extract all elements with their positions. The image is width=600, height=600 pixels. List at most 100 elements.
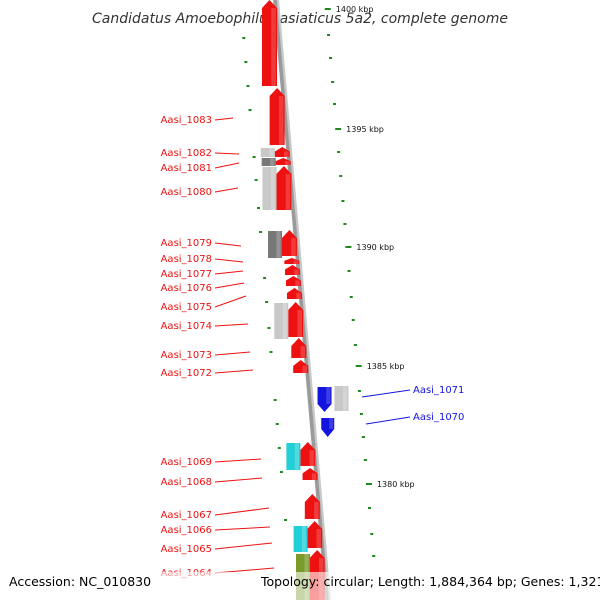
leader-left-7 (214, 282, 245, 289)
left-block-1 (261, 158, 276, 166)
leader-left-6 (214, 270, 244, 275)
left-block-1-shade (270, 158, 275, 166)
kbp-label-2: 1390 kbp (356, 243, 394, 252)
leader-left-14 (214, 507, 270, 516)
leader-right-0 (361, 389, 411, 398)
red-gene-7 (284, 265, 300, 275)
red-gene-4-shade (285, 174, 291, 210)
right-block-0 (334, 386, 349, 411)
gene-features (260, 0, 349, 600)
red-gene-14-shade (311, 473, 317, 480)
leader-left-2 (214, 162, 240, 169)
kbp-label-1: 1395 kbp (346, 125, 384, 134)
gene-label-left-10: Aasi_1073 (161, 350, 212, 361)
blue-gene-0 (317, 387, 332, 412)
red-gene-16 (307, 521, 323, 548)
leader-left-5 (214, 258, 244, 263)
leader-left-8 (214, 295, 247, 308)
red-gene-10 (288, 302, 304, 337)
gene-label-left-16: Aasi_1065 (161, 544, 212, 555)
gene-label-left-0: Aasi_1083 (161, 115, 212, 126)
gene-label-left-9: Aasi_1074 (161, 321, 212, 332)
gene-label-left-15: Aasi_1066 (161, 525, 212, 536)
red-gene-16-shade (316, 529, 321, 548)
genome-axis (273, 0, 331, 600)
leader-left-13 (214, 477, 263, 483)
red-gene-12-shade (302, 365, 307, 373)
red-gene-5-shade (291, 238, 296, 256)
gene-label-left-3: Aasi_1080 (161, 187, 212, 198)
left-block-4-shade (282, 303, 287, 339)
leader-left-10 (214, 351, 251, 356)
gene-label-left-5: Aasi_1078 (161, 254, 212, 265)
red-gene-2 (274, 147, 290, 157)
red-gene-11-shade (300, 346, 306, 358)
left-block-2-shade (270, 167, 276, 210)
red-gene-10-shade (297, 310, 302, 337)
gene-label-left-13: Aasi_1068 (161, 477, 212, 488)
left-block-0-shade (269, 148, 274, 157)
gene-label-left-12: Aasi_1069 (161, 457, 212, 468)
red-gene-1-shade (278, 96, 284, 145)
tick-marks (242, 8, 376, 557)
gene-label-left-6: Aasi_1077 (161, 269, 212, 280)
gene-labels: Aasi_1083 Aasi_1082 Aasi_1081 Aasi_1080 Aasi… (161, 115, 465, 579)
red-gene-9 (286, 288, 302, 299)
leader-left-11 (214, 369, 254, 374)
red-gene-6 (284, 258, 300, 264)
left-block-2 (262, 167, 277, 210)
kbp-label-3: 1385 kbp (367, 362, 405, 371)
leader-left-1 (214, 152, 240, 155)
gene-label-left-4: Aasi_1079 (161, 238, 212, 249)
red-gene-15 (304, 494, 320, 519)
red-gene-11 (291, 338, 307, 358)
red-gene-0-shade (271, 8, 276, 86)
blue-gene-1 (321, 418, 335, 437)
red-gene-15-shade (314, 502, 319, 519)
blue-gene-0-shade (326, 387, 331, 404)
leader-left-0 (214, 117, 234, 121)
accession-text: Accession: NC_010830 (9, 574, 151, 589)
left-block-6 (293, 526, 308, 552)
red-gene-8-shade (295, 280, 300, 286)
red-gene-7-shade (294, 269, 299, 275)
gene-label-left-11: Aasi_1072 (161, 368, 212, 379)
gene-label-left-8: Aasi_1075 (161, 302, 212, 313)
gene-label-right-1: Aasi_1070 (413, 412, 464, 423)
red-gene-4 (276, 166, 292, 210)
gene-label-left-1: Aasi_1082 (161, 148, 212, 159)
right-block-0-shade (342, 386, 348, 411)
gene-label-left-14: Aasi_1067 (161, 510, 212, 521)
red-gene-3 (275, 158, 291, 165)
leader-left-9 (214, 323, 249, 327)
left-block-5 (286, 443, 301, 470)
red-gene-6-shade (293, 260, 299, 264)
blue-gene-1-shade (329, 418, 334, 429)
gene-label-left-2: Aasi_1081 (161, 163, 212, 174)
left-block-6-shade (301, 526, 307, 552)
kbp-label-4: 1380 kbp (377, 480, 415, 489)
left-block-5-shade (294, 443, 299, 470)
gene-label-right-0: Aasi_1071 (413, 385, 464, 396)
red-gene-0 (262, 0, 277, 86)
leader-left-15 (214, 526, 271, 531)
footer-band (0, 572, 600, 600)
leader-left-16 (214, 542, 273, 550)
red-gene-5 (281, 230, 297, 256)
left-block-0 (260, 148, 275, 157)
left-block-3-shade (276, 231, 281, 258)
label-leader-lines (214, 117, 411, 574)
kbp-label-0: 1400 kbp (336, 5, 374, 14)
kbp-scale-labels: 1400 kbp 1395 kbp 1390 kbp 1385 kbp 1380 kbp (336, 5, 415, 489)
leader-right-1 (365, 416, 411, 425)
red-gene-3-shade (284, 161, 290, 165)
red-gene-1 (269, 88, 285, 145)
leader-left-3 (214, 187, 239, 193)
red-gene-12 (293, 360, 309, 373)
leader-left-4 (214, 242, 242, 247)
map-title: Candidatus Amoebophilus asiaticus 5a2, c… (92, 11, 508, 27)
leader-left-12 (214, 458, 262, 463)
left-block-3 (268, 231, 283, 258)
left-block-4 (274, 303, 289, 339)
